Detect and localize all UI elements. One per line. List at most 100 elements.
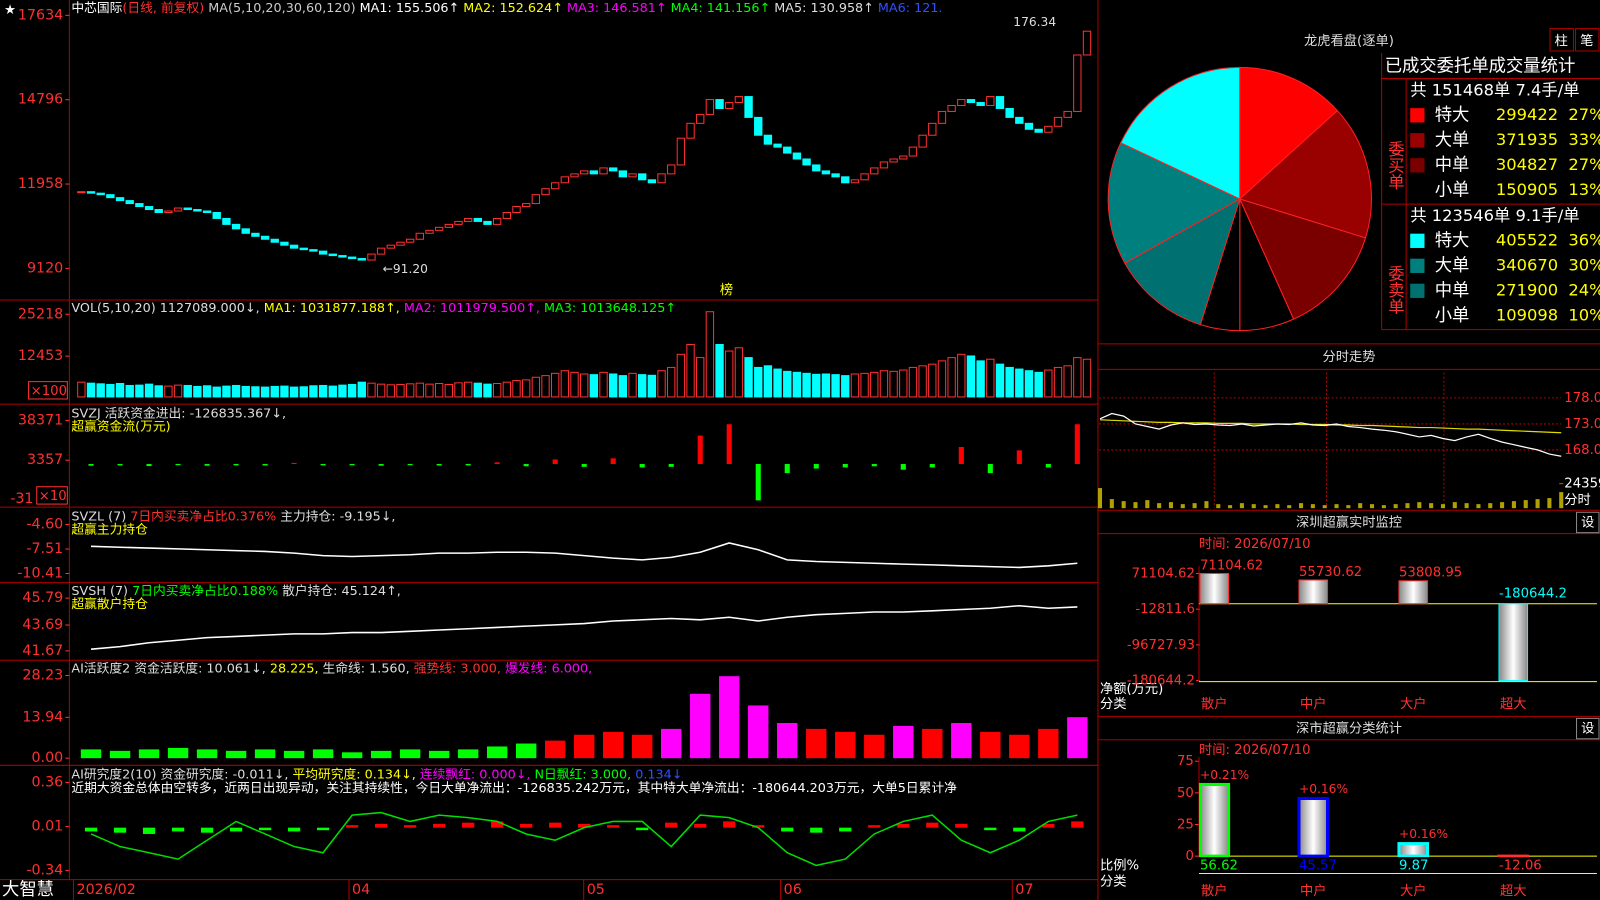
volume-bar: [512, 380, 521, 398]
candle: [599, 167, 608, 175]
date-label: 04: [352, 882, 370, 898]
candle: [270, 238, 279, 243]
volume-bar: [280, 385, 289, 398]
candle: [415, 232, 424, 240]
candle: [347, 256, 357, 260]
row-pct: 30%: [1568, 255, 1600, 274]
y-tick-label: 75: [1177, 754, 1194, 769]
candle: [425, 229, 434, 234]
volume-bar: [754, 366, 763, 398]
candle: [792, 152, 802, 160]
candle: [870, 167, 879, 175]
date-label: 07: [1015, 882, 1033, 898]
candle: [193, 209, 202, 212]
pie-slice: [1120, 66, 1241, 200]
activity-bar: [370, 750, 392, 759]
stats-category-label: 分类: [1100, 874, 1127, 890]
volume-bar: [106, 383, 115, 398]
volume-bar: [396, 383, 405, 398]
candle: [241, 228, 250, 234]
volume-bar: [1082, 358, 1092, 398]
intraday-volume-bar: [1334, 504, 1339, 509]
activity-bar: [138, 749, 160, 759]
row-value: 371935: [1496, 130, 1558, 149]
y-tick-label: 9120: [27, 260, 63, 276]
volume-bar: [328, 385, 337, 398]
intraday-volume-bar: [1097, 488, 1103, 509]
activity-bar: [602, 731, 624, 759]
candle: [976, 102, 985, 107]
volume-bar: [183, 384, 192, 398]
intraday-price-line: [1099, 412, 1562, 457]
candle: [309, 249, 318, 252]
research-bar: [375, 823, 388, 828]
volume-bar: [976, 360, 985, 398]
research-bar: [868, 825, 881, 828]
candle: [1005, 107, 1014, 118]
y-tick-label: 13.94: [22, 709, 63, 725]
activity-bar: [777, 723, 798, 759]
candle: [135, 203, 144, 208]
research-bar: [491, 821, 504, 828]
panel-header: 超赢资金流(万元): [71, 418, 170, 434]
candle: [77, 191, 86, 194]
volume-bar: [609, 373, 618, 398]
volume-bar: [541, 375, 550, 398]
data-label: 53808.95: [1399, 566, 1462, 581]
volume-bar: [115, 382, 125, 398]
volume-bar: [821, 373, 831, 398]
flow-bar: [929, 464, 935, 468]
activity-bar: [893, 725, 914, 759]
header-segment: 强势线: 3.000,: [410, 660, 501, 676]
candle: [957, 99, 966, 107]
candle: [734, 96, 744, 104]
header-segment: MA4: 141.156↑: [667, 1, 771, 16]
flow-bar: [581, 464, 587, 467]
panel-header: 超赢主力持仓: [71, 521, 148, 537]
volume-bar: [125, 384, 134, 398]
star-icon[interactable]: ★: [4, 3, 16, 18]
candle: [715, 99, 724, 109]
header-segment: N日飘红: 3.000,: [530, 766, 631, 782]
research-bar: [1013, 827, 1026, 832]
button-frame: [1576, 717, 1600, 740]
volume-bar: [850, 373, 860, 398]
volume-bar: [638, 374, 647, 398]
candle: [763, 134, 773, 145]
pie-slice: [1239, 66, 1339, 201]
button-frame: [1549, 28, 1574, 52]
net-bar: [1398, 580, 1429, 605]
y-tick-label: -96727.93: [1127, 638, 1195, 653]
intraday-volume-bar: [1511, 501, 1516, 509]
header-segment: MA3: 146.581↑: [563, 1, 667, 16]
header-segment: 中芯国际: [71, 1, 122, 16]
volume-bar: [1034, 371, 1043, 398]
candle: [164, 210, 173, 214]
header-segment: 近期大资金总体由空转多，近两日出现异动，关注其持续性，今日大单净流出：-1268…: [71, 779, 957, 795]
candle: [570, 173, 579, 178]
panel-header: SVZJ 活跃资金进出: -126835.367↓,: [71, 405, 286, 421]
research-bar: [955, 823, 968, 828]
volume-bar: [96, 383, 105, 398]
research-bar: [345, 825, 359, 828]
candle: [367, 253, 376, 261]
settings-button[interactable]: 设: [1581, 514, 1594, 530]
category-label: 中户: [1300, 695, 1327, 712]
volume-bar: [928, 363, 937, 398]
flow-bar: [1074, 424, 1080, 465]
candle: [773, 143, 782, 148]
intraday-volume-bar: [1204, 501, 1209, 509]
stats-plot: [1198, 782, 1530, 858]
candle: [86, 191, 96, 194]
header-segment: MA1: 155.506↑: [356, 1, 460, 16]
candle: [966, 99, 976, 104]
chart-mode-button[interactable]: 柱: [1555, 33, 1568, 49]
volume-bar: [415, 382, 424, 398]
row-name: 大单: [1435, 130, 1470, 150]
settings-button[interactable]: 设: [1581, 721, 1594, 737]
chart-mode-button[interactable]: 笔: [1580, 33, 1593, 49]
flow-bar: [117, 464, 123, 466]
flow-bar: [842, 464, 848, 468]
data-label: 71104.62: [1200, 558, 1263, 573]
candle: [173, 207, 183, 212]
